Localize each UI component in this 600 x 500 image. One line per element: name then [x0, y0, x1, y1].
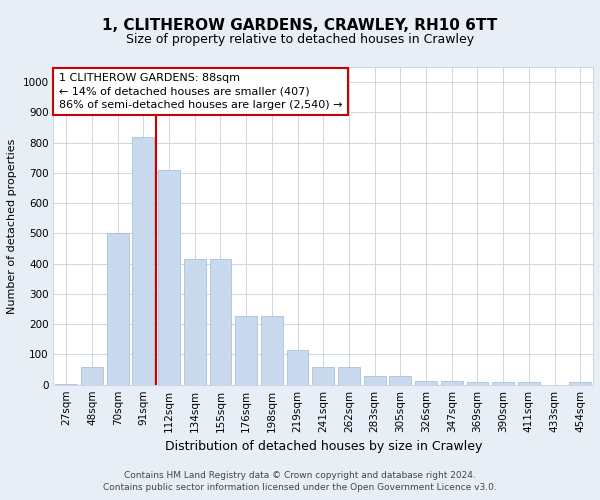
Bar	[209, 259, 232, 384]
Bar	[184, 259, 206, 384]
Text: 1, CLITHEROW GARDENS, CRAWLEY, RH10 6TT: 1, CLITHEROW GARDENS, CRAWLEY, RH10 6TT	[103, 18, 497, 32]
Bar	[467, 382, 488, 384]
Bar	[133, 136, 154, 384]
Bar	[313, 368, 334, 384]
Bar	[235, 316, 257, 384]
Text: Contains HM Land Registry data © Crown copyright and database right 2024.: Contains HM Land Registry data © Crown c…	[124, 471, 476, 480]
Bar	[158, 170, 180, 384]
Text: Contains public sector information licensed under the Open Government Licence v3: Contains public sector information licen…	[103, 484, 497, 492]
Text: Size of property relative to detached houses in Crawley: Size of property relative to detached ho…	[126, 32, 474, 46]
Bar	[107, 234, 128, 384]
X-axis label: Distribution of detached houses by size in Crawley: Distribution of detached houses by size …	[164, 440, 482, 453]
Bar	[492, 382, 514, 384]
Text: 1 CLITHEROW GARDENS: 88sqm
← 14% of detached houses are smaller (407)
86% of sem: 1 CLITHEROW GARDENS: 88sqm ← 14% of deta…	[59, 74, 343, 110]
Bar	[441, 381, 463, 384]
Bar	[518, 382, 540, 384]
Bar	[364, 376, 386, 384]
Bar	[338, 368, 360, 384]
Bar	[569, 382, 591, 384]
Y-axis label: Number of detached properties: Number of detached properties	[7, 138, 17, 314]
Bar	[389, 376, 411, 384]
Bar	[415, 381, 437, 384]
Bar	[287, 350, 308, 384]
Bar	[261, 316, 283, 384]
Bar	[81, 367, 103, 384]
